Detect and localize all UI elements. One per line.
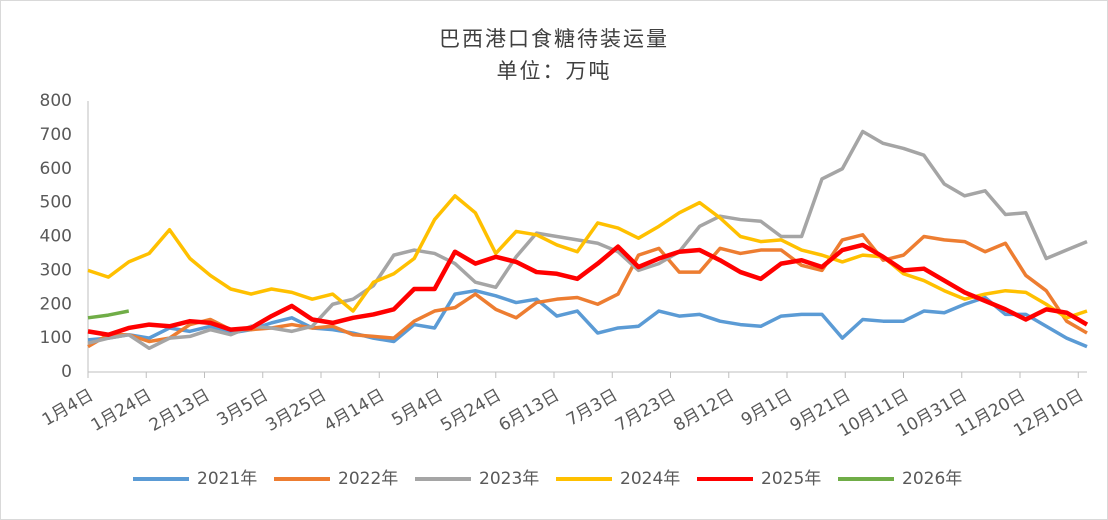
chart-title: 巴西港口食糖待装运量 (439, 27, 669, 51)
legend-label: 2024年 (620, 469, 680, 489)
y-tick-label: 300 (40, 260, 72, 280)
y-tick-label: 800 (40, 91, 72, 111)
series-line (87, 233, 1088, 349)
y-tick-label: 600 (40, 159, 72, 179)
legend-label: 2023年 (479, 469, 539, 489)
legend-label: 2026年 (902, 469, 962, 489)
legend-label: 2021年 (197, 469, 257, 489)
y-tick-label: 700 (40, 125, 72, 145)
series-line (87, 194, 1088, 320)
legend-label: 2025年 (761, 469, 821, 489)
series-line (87, 309, 130, 320)
y-tick-label: 400 (40, 227, 72, 247)
y-tick-label: 100 (40, 328, 72, 348)
y-tick-label: 500 (40, 193, 72, 213)
chart-subtitle: 单位：万吨 (497, 59, 612, 83)
series-line (87, 242, 1089, 337)
legend-label: 2022年 (338, 469, 398, 489)
y-tick-label: 200 (40, 294, 72, 314)
y-tick-label: 0 (61, 362, 72, 382)
